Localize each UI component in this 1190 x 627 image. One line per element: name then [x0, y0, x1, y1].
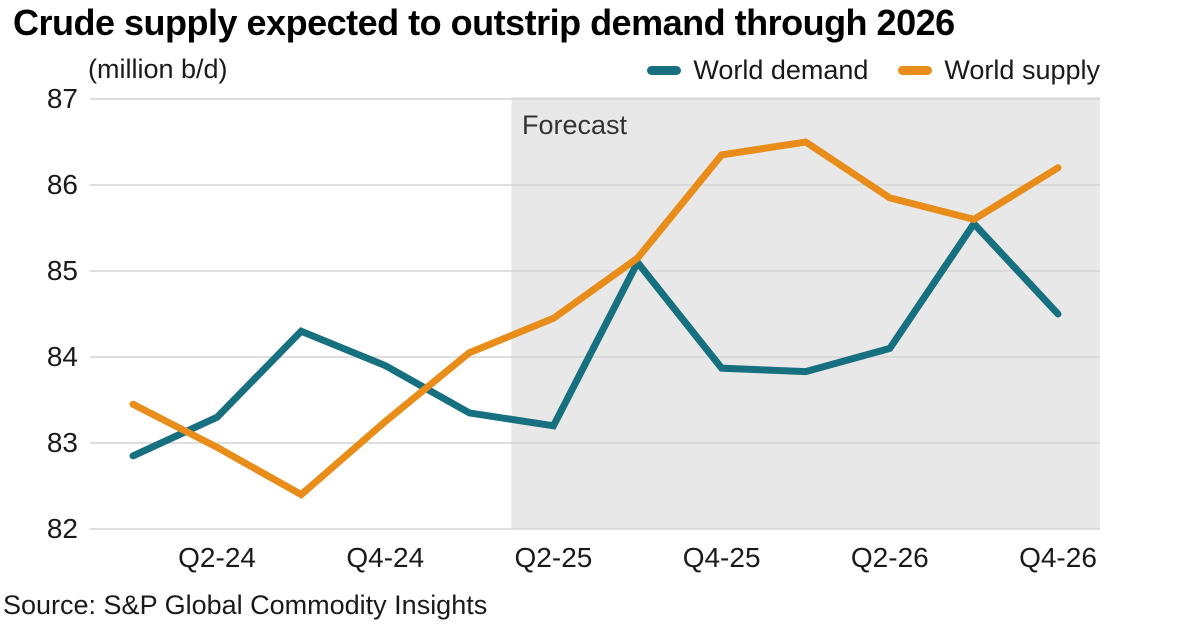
y-tick-label-86: 86: [46, 169, 78, 200]
y-tick-label-84: 84: [46, 341, 78, 372]
y-tick-label-85: 85: [46, 255, 78, 286]
chart-title: Crude supply expected to outstrip demand…: [13, 2, 955, 43]
x-tick-label-Q4-24: Q4-24: [346, 542, 425, 573]
world-demand-line: [129, 218, 1062, 460]
line-chart-plot-area: [90, 97, 1101, 530]
world-demand-swatch-icon: [647, 66, 682, 75]
x-tick-label-Q4-26: Q4-26: [1019, 542, 1097, 573]
gridlines: [90, 98, 1100, 530]
x-tick-label-Q2-24: Q2-24: [178, 542, 256, 573]
legend-label-world-supply: World supply: [944, 55, 1100, 85]
y-tick-label-83: 83: [46, 427, 78, 458]
x-tick-label-Q2-26: Q2-26: [850, 542, 929, 573]
world-supply-line: [129, 138, 1062, 499]
y-tick-label-87: 87: [46, 83, 78, 114]
legend-item-world-demand: World demand: [647, 55, 868, 86]
chart-legend: World demand World supply: [647, 55, 1100, 86]
forecast-band: [511, 97, 1101, 529]
source-attribution: Source: S&P Global Commodity Insights: [3, 590, 488, 620]
x-tick-label-Q4-25: Q4-25: [682, 542, 761, 573]
world-supply-swatch-icon: [898, 66, 933, 75]
y-tick-label-82: 82: [46, 513, 78, 544]
legend-label-world-demand: World demand: [693, 55, 869, 85]
x-tick-label-Q2-25: Q2-25: [514, 542, 593, 573]
forecast-band-label: Forecast: [522, 110, 628, 140]
y-axis-unit-label: (million b/d): [88, 54, 228, 84]
legend-item-world-supply: World supply: [898, 55, 1100, 86]
